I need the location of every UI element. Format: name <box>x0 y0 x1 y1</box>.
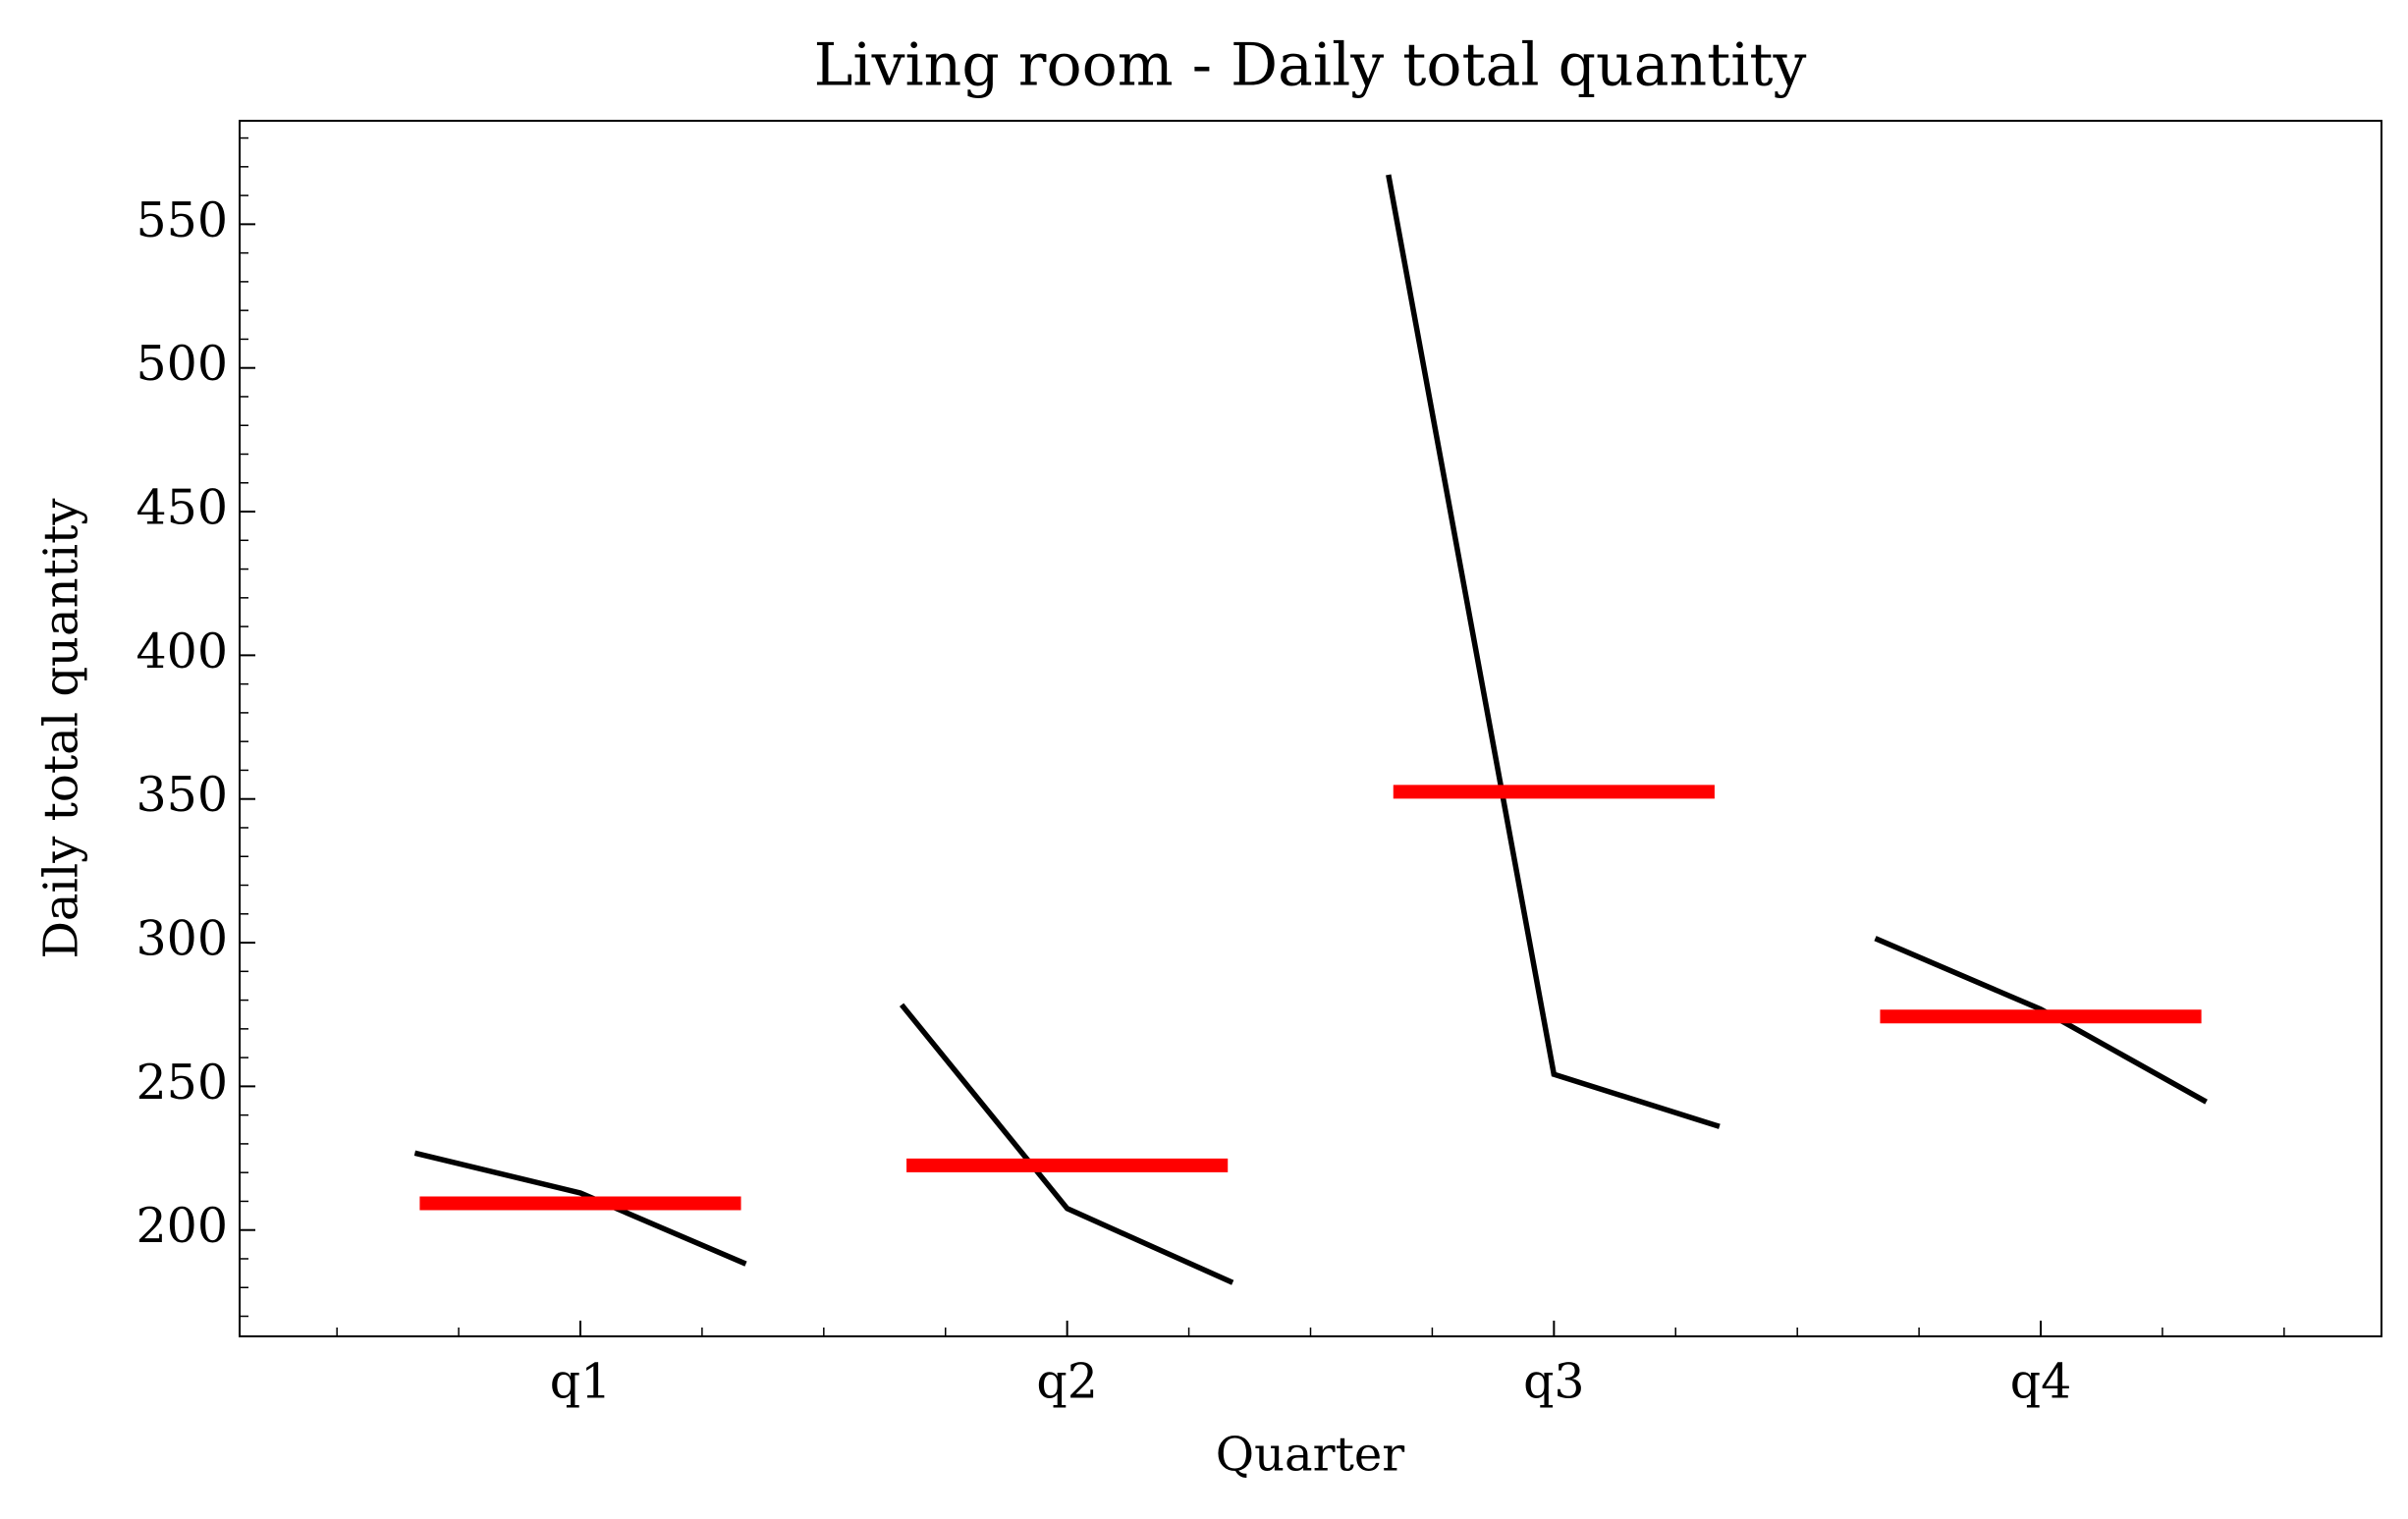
y-tick-label: 200 <box>136 1198 228 1254</box>
chart-title: Living room - Daily total quantity <box>814 31 1807 100</box>
quarter-line <box>413 1150 747 1267</box>
x-tick-label: q3 <box>1523 1354 1585 1410</box>
quarter-line <box>1386 174 1721 1129</box>
y-tick-label: 500 <box>136 336 228 392</box>
y-tick-label: 300 <box>136 911 228 967</box>
x-axis-label: Quarter <box>1216 1428 1405 1483</box>
y-axis-label: Daily total quantity <box>34 498 89 958</box>
y-tick-label: 550 <box>136 192 228 248</box>
quarter-line <box>899 1003 1234 1285</box>
x-tick-label: q2 <box>1036 1354 1098 1410</box>
x-tick-label: q4 <box>2010 1354 2072 1410</box>
x-tick-label: q1 <box>550 1354 612 1410</box>
y-tick-label: 250 <box>136 1055 228 1111</box>
y-tick-label: 450 <box>136 480 228 536</box>
y-tick-label: 350 <box>136 767 228 823</box>
y-tick-label: 400 <box>136 624 228 679</box>
quarter-line <box>1874 936 2208 1105</box>
